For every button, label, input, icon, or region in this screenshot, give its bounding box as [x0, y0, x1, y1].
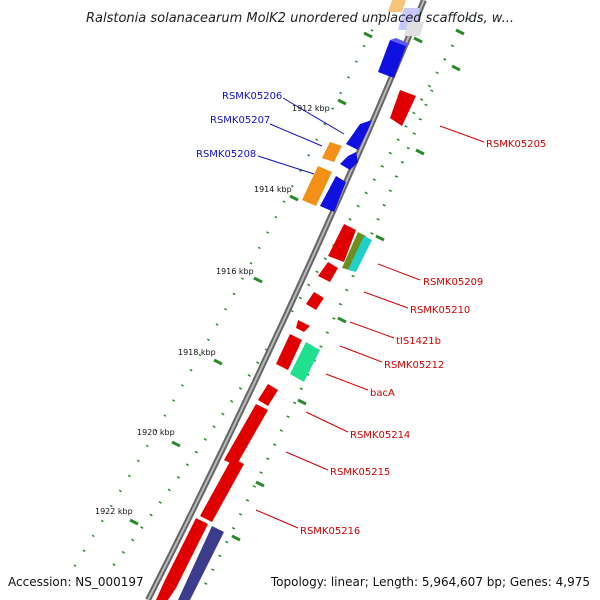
- navy-feature[interactable]: [178, 526, 224, 600]
- gene-RSMK05205-feature[interactable]: [390, 90, 416, 126]
- teal-feature[interactable]: [348, 236, 372, 272]
- top-faded-features[interactable]: [388, 0, 424, 36]
- gene-label-RSMK05205[interactable]: RSMK05205: [486, 139, 546, 150]
- outer-dotted-track: [108, 17, 470, 571]
- accession-text: Accession: NS_000197: [8, 575, 144, 589]
- gene-label-RSMK05212[interactable]: RSMK05212: [384, 360, 444, 371]
- kbp-label-1920: 1920 kbp: [137, 428, 175, 437]
- gene-RSMK05206-feature[interactable]: [346, 120, 372, 150]
- red-gene-mid[interactable]: [258, 384, 278, 406]
- kbp-label-1922: 1922 kbp: [95, 507, 133, 516]
- map-title: Ralstonia solanacearum MolK2 unordered u…: [86, 11, 514, 26]
- gene-label-RSMK05214[interactable]: RSMK05214: [350, 430, 410, 441]
- kbp-label-1918: 1918 kbp: [178, 348, 216, 357]
- gene-RSMK05207-feature[interactable]: [340, 152, 358, 170]
- gene-RSMK05210-feature[interactable]: [318, 262, 338, 282]
- orange-feature-2[interactable]: [302, 166, 332, 206]
- kbp-label-1912: 1912 kbp: [292, 104, 330, 113]
- gene-label-RSMK05206[interactable]: RSMK05206: [222, 91, 282, 102]
- gene-RSMK05215-feature[interactable]: [200, 458, 244, 522]
- gene-RSMK05214-feature[interactable]: [224, 404, 268, 466]
- gene-label-RSMK05215[interactable]: RSMK05215: [330, 467, 390, 478]
- olive-feature[interactable]: [342, 232, 366, 270]
- gene-label-tIS1421b[interactable]: tIS1421b: [396, 336, 441, 347]
- gene-RSMK05216-feature[interactable]: [156, 518, 208, 600]
- topology-summary-text: Topology: linear; Length: 5,964,607 bp; …: [270, 575, 590, 589]
- gene-label-RSMK05209[interactable]: RSMK05209: [423, 277, 483, 288]
- gc-dash-markers: [129, 28, 465, 542]
- right-label-connectors: [255, 125, 485, 529]
- gene-bacA-feature[interactable]: [290, 342, 320, 382]
- orange-feature-1[interactable]: [322, 142, 342, 162]
- gene-RSMK05208-feature[interactable]: [320, 176, 346, 212]
- gene-label-RSMK05208[interactable]: RSMK05208: [196, 149, 256, 160]
- kbp-label-1914: 1914 kbp: [254, 185, 292, 194]
- gene-RSMK05212-feature[interactable]: [276, 334, 302, 370]
- gene-label-bacA[interactable]: bacA: [370, 388, 395, 399]
- gene-label-RSMK05210[interactable]: RSMK05210: [410, 305, 470, 316]
- gene-RSMK05209-feature[interactable]: [328, 224, 356, 262]
- left-label-connectors: [257, 97, 345, 175]
- kbp-label-1916: 1916 kbp: [216, 267, 254, 276]
- gene-tIS1421b-feature[interactable]: [306, 292, 324, 310]
- gene-label-RSMK05216[interactable]: RSMK05216: [300, 526, 360, 537]
- blue-gene-top[interactable]: [378, 38, 410, 78]
- chromosome-backbone: [145, 0, 427, 600]
- small-red-feature[interactable]: [296, 320, 310, 332]
- gene-label-RSMK05207[interactable]: RSMK05207: [210, 115, 270, 126]
